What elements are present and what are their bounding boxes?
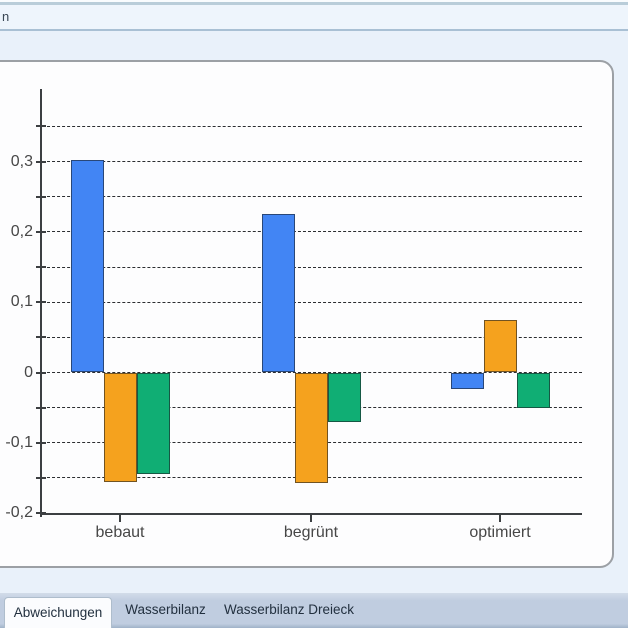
header-partial-label: n bbox=[2, 9, 10, 24]
tab-wasserbilanz[interactable]: Wasserbilanz bbox=[125, 602, 206, 617]
header-highlight-line bbox=[0, 0, 628, 2]
chart-panel bbox=[0, 60, 614, 568]
header-bottom-border bbox=[0, 29, 628, 31]
header-top-border bbox=[0, 2, 628, 5]
bottom-tab-bar: Abweichungen Wasserbilanz Wasserbilanz D… bbox=[0, 593, 628, 628]
header-band: n bbox=[0, 5, 628, 29]
tab-wasserbilanz-dreieck[interactable]: Wasserbilanz Dreieck bbox=[223, 602, 355, 617]
tab-abweichungen[interactable]: Abweichungen bbox=[4, 597, 112, 628]
